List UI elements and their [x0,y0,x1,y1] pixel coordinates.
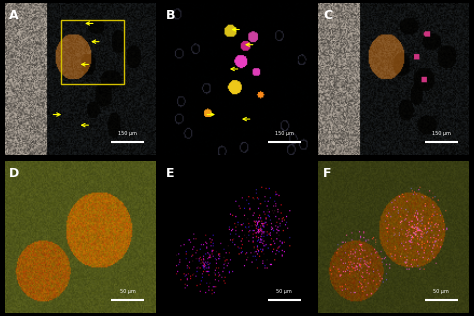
Text: B: B [166,9,175,22]
Text: 150 μm: 150 μm [432,131,451,136]
Text: 50 μm: 50 μm [119,289,135,294]
Text: 50 μm: 50 μm [433,289,449,294]
Text: E: E [166,167,174,180]
Bar [61,21,124,84]
Text: 50 μm: 50 μm [276,289,292,294]
Text: A: A [9,9,19,22]
Text: 150 μm: 150 μm [275,131,294,136]
Text: D: D [9,167,19,180]
Text: F: F [323,167,331,180]
Text: C: C [323,9,332,22]
Text: 150 μm: 150 μm [118,131,137,136]
